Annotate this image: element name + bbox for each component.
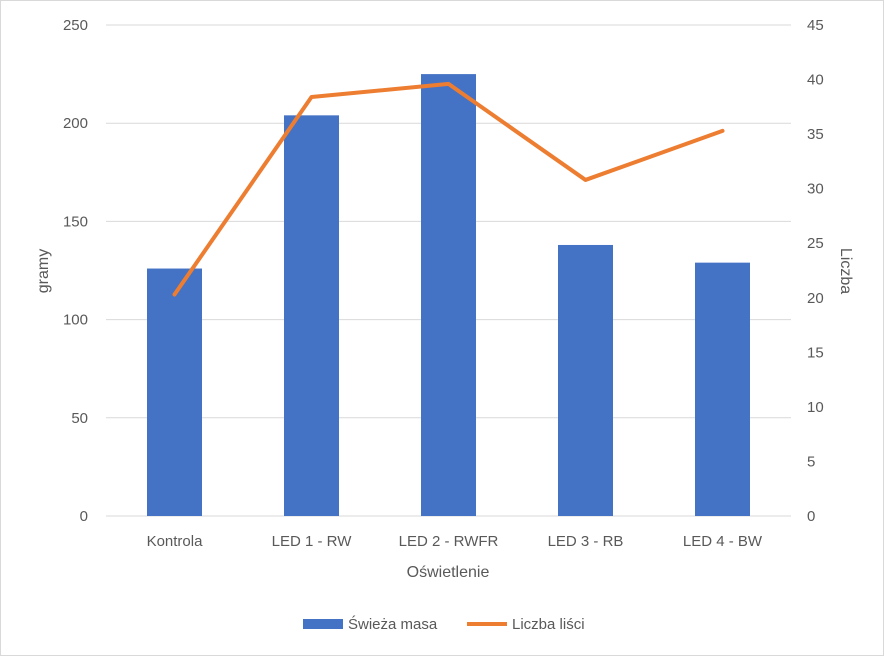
line-point: [174, 294, 175, 296]
left-axis-ticks: 0 50 100 150 200 250: [63, 17, 88, 525]
y2-tick-label: 10: [807, 399, 824, 416]
y-tick-label: 250: [63, 17, 88, 34]
y2-tick-label: 20: [807, 290, 824, 307]
y2-tick-label: 40: [807, 72, 824, 89]
bar-series-swieza-masa: [147, 74, 750, 517]
y-tick-label: 0: [80, 508, 88, 525]
right-axis-ticks: 0 5 10 15 20 25 30 35 40 45: [807, 17, 824, 525]
line-point: [585, 179, 586, 181]
x-axis-ticks: Kontrola LED 1 - RW LED 2 - RWFR LED 3 - RB…: [147, 533, 763, 550]
line-series-liczba-lisci: [172, 81, 725, 297]
y-tick-label: 150: [63, 213, 88, 230]
x-tick-label: LED 3 - RB: [548, 533, 624, 550]
y2-tick-label: 35: [807, 126, 824, 143]
bar: [558, 244, 613, 516]
line-point: [448, 83, 449, 85]
y-axis-title: gramy: [35, 249, 52, 293]
y2-tick-label: 30: [807, 181, 824, 198]
x-tick-label: Kontrola: [147, 533, 204, 550]
y-tick-label: 200: [63, 115, 88, 132]
bar: [284, 115, 339, 517]
y2-tick-label: 5: [807, 453, 815, 470]
legend: Świeża masa Liczba liści: [303, 615, 585, 633]
y2-axis-title: Liczba: [837, 248, 854, 294]
x-tick-label: LED 1 - RW: [272, 533, 353, 550]
y2-tick-label: 0: [807, 508, 815, 525]
x-tick-label: LED 2 - RWFR: [399, 533, 499, 550]
legend-swatch-bar: [303, 619, 343, 629]
y2-tick-label: 25: [807, 235, 824, 252]
bar: [695, 262, 750, 516]
bar: [421, 74, 476, 516]
line-point: [311, 96, 312, 98]
line-point: [722, 130, 723, 132]
y-tick-label: 100: [63, 312, 88, 329]
y-tick-label: 50: [71, 410, 88, 427]
x-axis-title: Oświetlenie: [407, 564, 490, 581]
bar: [147, 268, 202, 516]
y2-tick-label: 15: [807, 344, 824, 361]
legend-label-line: Liczba liści: [512, 616, 585, 633]
x-tick-label: LED 4 - BW: [683, 533, 763, 550]
y2-tick-label: 45: [807, 17, 824, 34]
legend-label-bar: Świeża masa: [348, 615, 438, 633]
